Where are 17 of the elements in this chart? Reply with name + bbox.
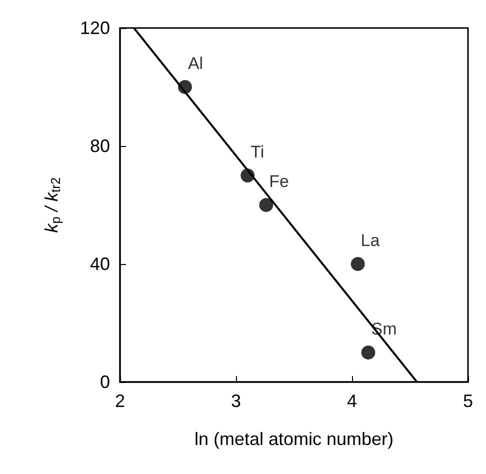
y-tick-label: 0 <box>100 372 110 392</box>
x-axis-title: ln (metal atomic number) <box>194 429 394 449</box>
annotation: Ti <box>250 142 264 162</box>
annotation: Fe <box>269 172 290 191</box>
y-tick-label: 80 <box>90 136 110 156</box>
annotation: Al <box>188 54 204 73</box>
point <box>350 257 365 271</box>
y-tick-label: 40 <box>90 254 110 274</box>
x-tick-label: 2 <box>114 391 126 411</box>
x-tick-label: 5 <box>462 391 474 411</box>
point <box>259 198 274 212</box>
annotation: La <box>360 231 380 250</box>
x-tick-label: 3 <box>230 391 242 411</box>
point <box>361 346 376 360</box>
y-axis-title: kp / ktr2 <box>42 177 63 233</box>
x-tick-label: 4 <box>346 391 358 411</box>
y-tick-label: 120 <box>80 18 110 38</box>
